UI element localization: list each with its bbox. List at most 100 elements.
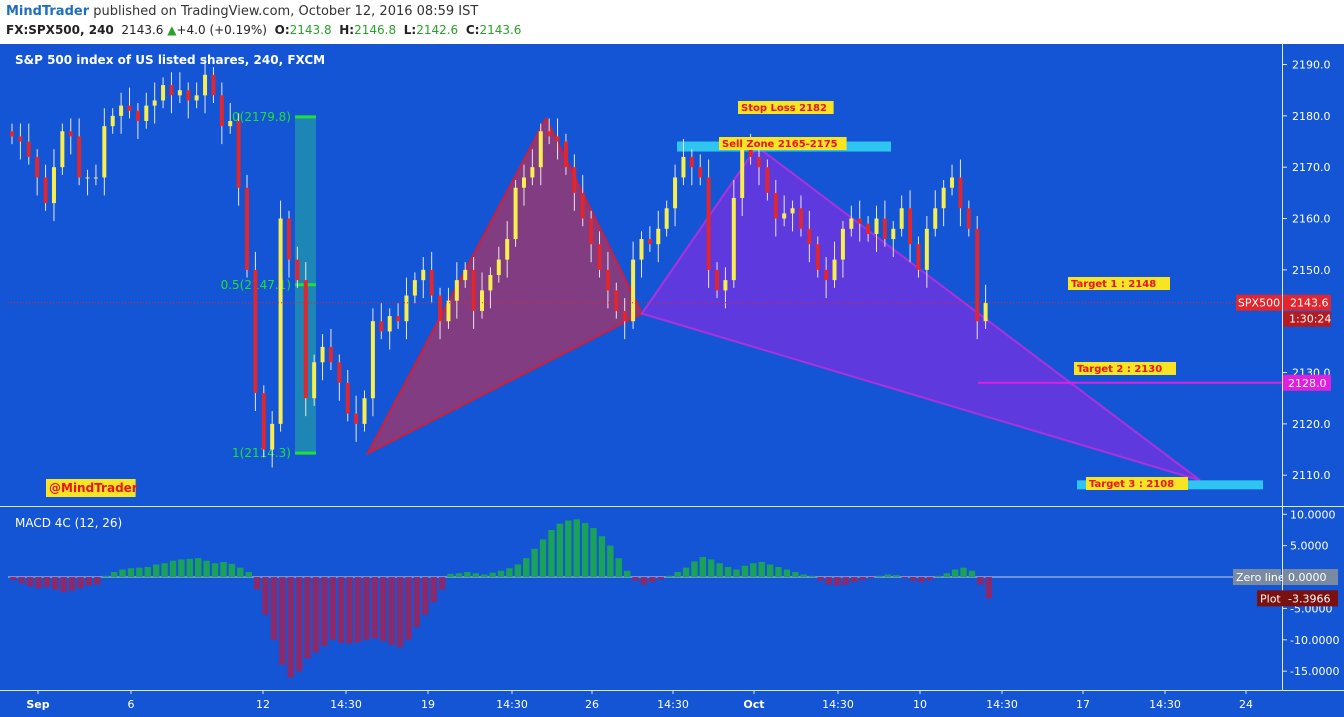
macd-bar <box>867 577 875 579</box>
candle-body <box>773 192 778 219</box>
macd-bar <box>943 573 950 578</box>
candle-body <box>438 295 443 322</box>
macd-bar <box>657 577 664 580</box>
candle-body <box>396 316 401 322</box>
macd-bar <box>884 574 892 578</box>
macd-bar <box>396 577 404 648</box>
macd-bar <box>531 548 538 578</box>
macd-bar <box>405 577 412 640</box>
fib-level-label: 1(2114.3) <box>232 446 291 460</box>
candle-body <box>580 192 585 219</box>
candle-body <box>882 218 887 240</box>
macd-bar <box>750 563 757 578</box>
macd-bar <box>380 577 387 642</box>
candle-body <box>85 177 90 179</box>
price-value: 2143.6 <box>121 23 164 37</box>
macd-bar <box>152 564 160 578</box>
candle-body <box>261 393 266 450</box>
macd-bar <box>195 558 202 578</box>
candle-body <box>463 269 468 281</box>
fib-level-label: 0(2179.8) <box>232 110 291 124</box>
candle-body <box>723 280 728 291</box>
author-link[interactable]: MindTrader <box>6 4 90 19</box>
open-value: 2143.8 <box>289 23 332 37</box>
x-tick-label: 12 <box>256 698 270 711</box>
y-tick-label: 2120.0 <box>1292 418 1331 431</box>
macd-bar <box>960 567 967 578</box>
zero-line-tag <box>1233 569 1281 586</box>
candle-body <box>966 208 971 229</box>
macd-bar <box>573 519 580 578</box>
candle-body <box>840 228 845 260</box>
y-tick-label: 2170.0 <box>1292 161 1331 174</box>
candle-body <box>563 141 568 168</box>
chart-canvas[interactable]: 2110.02120.02130.02140.02150.02160.02170… <box>0 44 1344 717</box>
macd-bar <box>918 577 925 583</box>
candle-body <box>857 218 862 224</box>
candle-body <box>572 167 577 193</box>
candle-body <box>689 156 694 168</box>
candle-body <box>295 259 300 281</box>
y-tick-label: 2110.0 <box>1292 469 1331 482</box>
candle-body <box>152 100 157 106</box>
macd-bar <box>758 561 765 578</box>
annotation-box <box>1074 362 1176 375</box>
macd-bar <box>245 572 252 578</box>
candle-body <box>18 136 23 142</box>
annotation-box <box>1068 277 1170 290</box>
macd-bar <box>10 577 17 581</box>
macd-bar <box>985 577 992 599</box>
macd-bar <box>52 577 59 590</box>
macd-bar <box>18 577 25 584</box>
candle-body <box>404 295 409 322</box>
candle-body <box>446 300 451 322</box>
candle-body <box>245 187 250 270</box>
candle-body <box>933 208 938 229</box>
zero-value: 0.0000 <box>1288 571 1327 584</box>
candle-body <box>320 346 325 363</box>
candle-body <box>706 177 711 270</box>
candle-body <box>824 269 829 281</box>
macd-bar <box>581 523 589 578</box>
candle-body <box>186 90 191 101</box>
candle-body <box>815 244 820 270</box>
candle-body <box>51 167 56 204</box>
macd-tick-label: -15.0000 <box>1290 665 1339 678</box>
macd-bar <box>295 577 303 672</box>
macd-bar <box>766 564 774 578</box>
candle-body <box>312 362 317 399</box>
candle-body <box>958 177 963 209</box>
candle-body <box>765 167 770 193</box>
macd-tick-label: 5.0000 <box>1290 540 1329 553</box>
annotation-label: @MindTrader <box>49 481 138 495</box>
macd-bar <box>262 577 269 615</box>
last-price-symbol-tag <box>1236 294 1282 311</box>
candle-body <box>521 177 526 188</box>
candle-body <box>832 259 837 281</box>
y-tick-label: 2190.0 <box>1292 59 1331 72</box>
candle-body <box>924 228 929 270</box>
macd-bar <box>556 523 564 578</box>
close-label: C: <box>465 23 480 37</box>
symbol-label[interactable]: FX:SPX500, 240 <box>6 23 114 37</box>
macd-bar <box>329 577 336 640</box>
macd-bar <box>279 577 286 665</box>
x-tick-label: 19 <box>421 698 435 711</box>
countdown-tag <box>1283 311 1331 327</box>
candle-body <box>345 382 350 414</box>
zero-line-label: Zero line <box>1236 571 1285 584</box>
candle-body <box>488 275 493 291</box>
low-label: L: <box>403 23 417 37</box>
candle-body <box>866 223 871 234</box>
candle-body <box>547 131 552 137</box>
candle-body <box>647 239 652 245</box>
macd-bar <box>228 563 236 578</box>
y-tick-label: 2150.0 <box>1292 264 1331 277</box>
candle-body <box>941 187 946 209</box>
x-tick-label: Oct <box>743 698 764 711</box>
macd-bar <box>312 577 320 653</box>
candle-body <box>10 131 14 137</box>
macd-bar <box>186 558 194 578</box>
annotation-label: Target 2 : 2130 <box>1077 364 1162 375</box>
candle-body <box>631 259 636 322</box>
